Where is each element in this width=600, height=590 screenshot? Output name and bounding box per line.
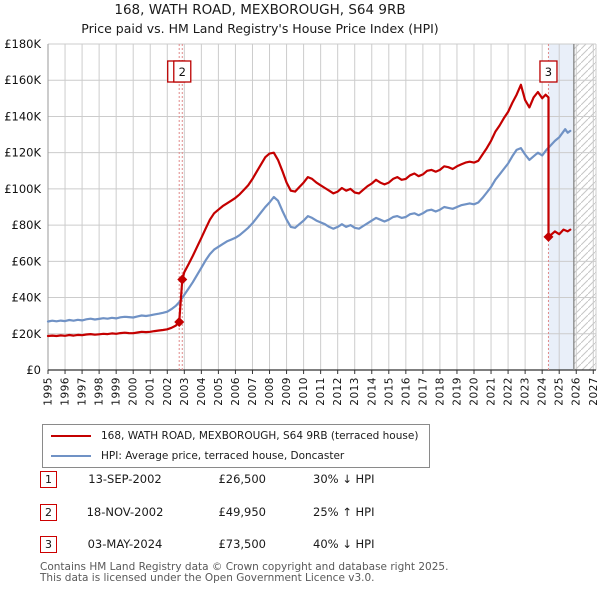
- chart-legend: 168, WATH ROAD, MEXBOROUGH, S64 9RB (ter…: [42, 424, 430, 468]
- transaction-number-badge: 1: [40, 471, 57, 488]
- sale-annotation-box: [173, 60, 192, 83]
- legend-label: 168, WATH ROAD, MEXBOROUGH, S64 9RB (ter…: [101, 430, 419, 443]
- legend-label: HPI: Average price, terraced house, Donc…: [101, 449, 345, 462]
- y-tick-label: £0: [26, 363, 41, 377]
- sale-annotation-label: 2: [179, 65, 186, 79]
- transaction-row: 1 13-SEP-2002 £26,500 30% ↓ HPI: [0, 471, 600, 491]
- sale-marker-diamond: [177, 274, 188, 285]
- transaction-date: 13-SEP-2002: [88, 472, 162, 486]
- x-tick-label: 2012: [332, 377, 344, 406]
- y-tick-label: £20K: [12, 327, 42, 341]
- x-tick-label: 2002: [162, 377, 174, 406]
- x-tick-label: 2020: [469, 377, 481, 406]
- x-tick-label: 2001: [145, 377, 157, 406]
- y-tick-label: £160K: [4, 73, 41, 87]
- transaction-hpi-delta: 40% ↓ HPI: [313, 537, 375, 551]
- legend-swatch-property: [51, 435, 91, 438]
- transaction-row: 3 03-MAY-2024 £73,500 40% ↓ HPI: [0, 536, 600, 556]
- y-tick-label: £100K: [4, 182, 41, 196]
- transaction-date: 03-MAY-2024: [87, 537, 163, 551]
- x-tick-label: 2026: [571, 377, 583, 406]
- x-tick-label: 2016: [400, 377, 412, 406]
- future-hatch-region: [573, 44, 596, 370]
- x-tick-label: 2027: [588, 377, 600, 406]
- x-tick-label: 2008: [264, 377, 276, 406]
- x-tick-label: 2003: [179, 377, 191, 406]
- x-tick-label: 2022: [503, 377, 515, 406]
- x-tick-label: 1996: [60, 377, 72, 406]
- y-tick-label: £80K: [12, 218, 42, 232]
- price-history-chart: £0 £20K £40K £60K £80K £100K £120K £140K £160K £1…: [4, 37, 600, 406]
- transaction-price: £26,500: [218, 472, 266, 486]
- transaction-price: £49,950: [218, 504, 266, 519]
- x-tick-label: 2010: [298, 377, 310, 406]
- sale-marker-diamond: [543, 231, 554, 242]
- transaction-hpi-delta: 30% ↓ HPI: [313, 472, 375, 486]
- x-tick-label: 1995: [43, 377, 55, 406]
- x-tick-label: 2006: [230, 377, 242, 406]
- legend-swatch-hpi: [51, 454, 91, 457]
- x-tick-label: 2015: [383, 377, 395, 406]
- x-tick-label: 2023: [520, 377, 532, 406]
- transaction-price: £73,500: [218, 537, 266, 551]
- x-tick-label: 2009: [281, 377, 293, 406]
- x-tick-label: 2017: [417, 377, 429, 406]
- transaction-row: 2 18-NOV-2002 £49,950 25% ↑ HPI: [0, 503, 600, 524]
- x-tick-label: 1999: [111, 377, 123, 406]
- x-tick-label: 2007: [247, 377, 259, 406]
- x-tick-label: 2005: [213, 377, 225, 406]
- x-tick-label: 2011: [315, 377, 327, 406]
- y-tick-label: £120K: [4, 146, 41, 160]
- future-shade-region: [548, 44, 574, 370]
- footer-license-line1: Contains HM Land Registry data © Crown c…: [40, 561, 449, 573]
- sale-annotation-label: 3: [545, 65, 552, 79]
- property-price-line: [46, 83, 572, 338]
- transaction-date: 18-NOV-2002: [86, 504, 164, 519]
- x-tick-label: 2000: [128, 377, 140, 406]
- chart-subtitle: Price paid vs. HM Land Registry's House …: [81, 21, 439, 36]
- transaction-number-badge: 2: [40, 503, 57, 521]
- legend-item-property: 168, WATH ROAD, MEXBOROUGH, S64 9RB (ter…: [43, 428, 429, 444]
- y-tick-label: £180K: [4, 37, 41, 51]
- hpi-price-line: [46, 128, 572, 323]
- sale-marker-diamond: [174, 317, 185, 328]
- y-tick-label: £140K: [4, 109, 41, 123]
- legend-item-hpi: HPI: Average price, terraced house, Donc…: [43, 448, 429, 464]
- x-tick-label: 1998: [94, 377, 106, 406]
- transaction-hpi-delta: 25% ↑ HPI: [313, 504, 375, 519]
- x-tick-label: 2018: [434, 377, 446, 406]
- y-tick-label: £40K: [12, 291, 42, 305]
- sale-annotation-box: [539, 60, 558, 83]
- x-tick-label: 2014: [366, 377, 378, 406]
- x-tick-label: 2021: [486, 377, 498, 406]
- x-tick-label: 2013: [349, 377, 361, 406]
- chart-title: 168, WATH ROAD, MEXBOROUGH, S64 9RB: [114, 2, 406, 18]
- y-tick-label: £60K: [12, 254, 42, 268]
- x-tick-label: 2024: [537, 377, 549, 406]
- footer-license-line2: This data is licensed under the Open Gov…: [40, 572, 375, 584]
- x-tick-label: 2019: [451, 377, 463, 406]
- x-tick-label: 1997: [77, 377, 89, 406]
- x-tick-label: 2025: [554, 377, 566, 406]
- transaction-number-badge: 3: [40, 536, 57, 553]
- x-tick-label: 2004: [196, 377, 208, 406]
